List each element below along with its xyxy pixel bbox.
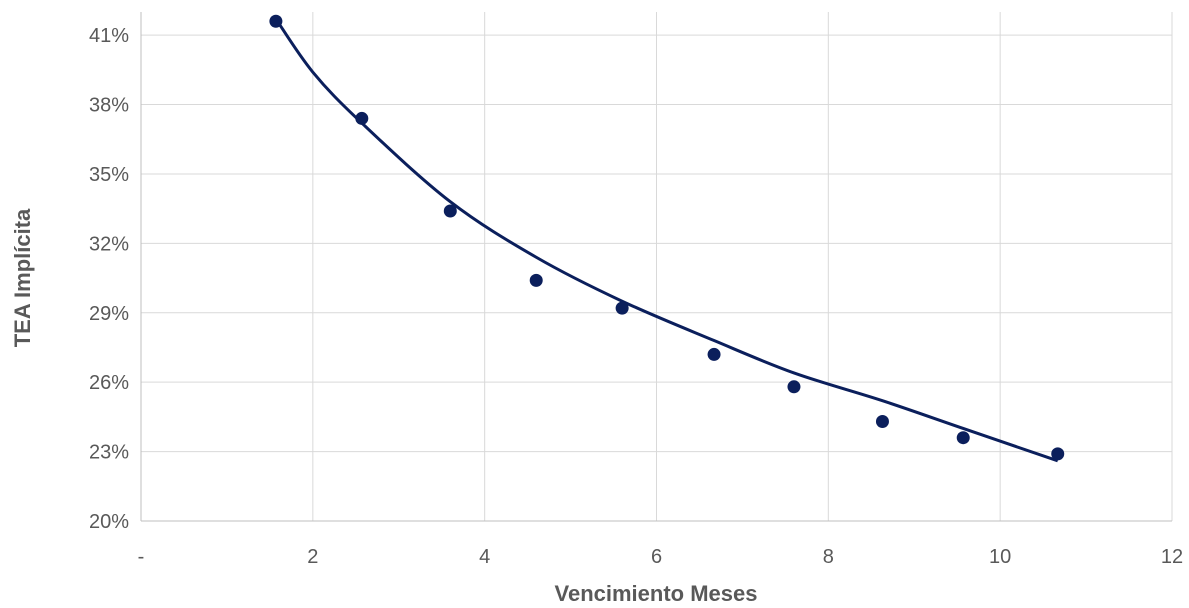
x-tick-label: 12 (1161, 546, 1183, 568)
y-tick-label: 23% (89, 442, 129, 464)
grid-lines (141, 12, 1173, 521)
trendline-layer (274, 18, 1059, 463)
x-tick-label: 6 (651, 546, 662, 568)
x-axis-title: Vencimiento Meses (555, 581, 758, 606)
data-point (269, 14, 283, 28)
y-tick-label: 32% (89, 233, 129, 255)
y-tick-label: 20% (89, 511, 129, 533)
x-tick-label: 2 (307, 546, 318, 568)
y-tick-label: 35% (89, 164, 129, 186)
trendline (274, 18, 1059, 463)
data-point (529, 273, 543, 287)
data-point (787, 380, 801, 394)
x-tick-label: 10 (989, 546, 1011, 568)
data-point (1051, 447, 1065, 461)
y-axis-title: TEA Implícita (10, 208, 35, 347)
x-tick-label: 8 (823, 546, 834, 568)
data-point (355, 111, 369, 125)
data-point (875, 415, 889, 429)
tick-labels: 20% 23% 26% 29% 32% 35% 38% 41% - 2 4 6 8 10 12 (89, 25, 1183, 568)
y-tick-label: 41% (89, 25, 129, 47)
axes (140, 12, 1172, 522)
data-point (956, 431, 970, 445)
x-tick-label: - (138, 546, 145, 568)
data-point (615, 301, 629, 315)
y-tick-label: 26% (89, 372, 129, 394)
data-point (707, 347, 721, 361)
y-tick-label: 38% (89, 95, 129, 117)
x-tick-label: 4 (479, 546, 490, 568)
data-point (443, 204, 457, 218)
y-tick-label: 29% (89, 303, 129, 325)
data-points (269, 14, 1065, 461)
